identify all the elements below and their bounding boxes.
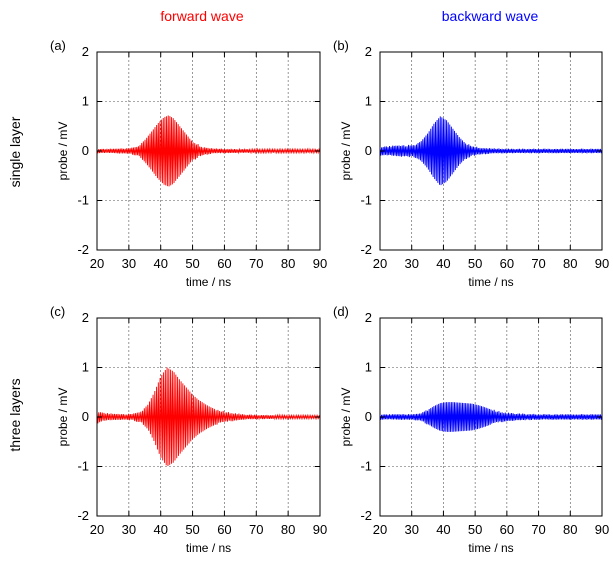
y-tick-label: 2: [365, 44, 372, 59]
y-tick-label: -1: [360, 193, 372, 208]
y-tick-label: 0: [365, 409, 372, 424]
x-tick-label: 50: [468, 522, 482, 537]
y-tick-label: 1: [82, 94, 89, 109]
waveform-line: [96, 367, 320, 466]
y-tick-label: -1: [77, 193, 89, 208]
column-title-forward: forward wave: [160, 8, 243, 24]
x-tick-label: 40: [153, 522, 167, 537]
y-tick-label: 1: [82, 360, 89, 375]
waveform-line: [96, 115, 321, 187]
x-tick-label: 80: [563, 522, 577, 537]
y-axis-label: probe / mV: [56, 388, 70, 447]
x-tick-label: 70: [249, 256, 263, 271]
y-tick-label: -2: [360, 242, 372, 257]
x-tick-label: 90: [595, 522, 609, 537]
y-tick-label: 0: [365, 143, 372, 158]
x-tick-label: 20: [373, 522, 387, 537]
x-tick-label: 80: [563, 256, 577, 271]
panel-a: 20 30 40 50 60 70 80 90 -2 -1 0 1 2 time / ns probe / …: [50, 38, 327, 289]
x-tick-label: 80: [281, 522, 295, 537]
y-tick-label: -1: [77, 459, 89, 474]
y-tick-label: 1: [365, 360, 372, 375]
column-title-backward: backward wave: [442, 8, 539, 24]
x-tick-label: 20: [90, 256, 104, 271]
x-tick-label: 70: [531, 522, 545, 537]
panel-label: (b): [333, 38, 349, 53]
x-tick-label: 80: [281, 256, 295, 271]
panel-c: 20 30 40 50 60 70 80 90 -2 -1 0 1 2 time / ns probe / …: [50, 304, 327, 555]
y-axis-label: probe / mV: [339, 122, 353, 181]
x-axis-label: time / ns: [186, 541, 231, 555]
x-tick-label: 60: [500, 522, 514, 537]
x-tick-label: 70: [249, 522, 263, 537]
x-tick-label: 40: [436, 256, 450, 271]
y-tick-label: -2: [77, 508, 89, 523]
panel-label: (c): [50, 304, 65, 319]
x-axis-label: time / ns: [186, 275, 231, 289]
y-tick-label: -2: [360, 508, 372, 523]
y-tick-label: 2: [82, 310, 89, 325]
y-tick-label: 0: [82, 409, 89, 424]
row-title-single-layer: single layer: [7, 116, 23, 187]
y-tick-label: 0: [82, 143, 89, 158]
x-tick-label: 50: [185, 522, 199, 537]
waveform-line: [379, 116, 603, 186]
x-tick-label: 40: [436, 522, 450, 537]
x-tick-label: 70: [531, 256, 545, 271]
x-tick-label: 50: [185, 256, 199, 271]
x-tick-label: 30: [122, 522, 136, 537]
x-tick-label: 60: [500, 256, 514, 271]
waveform-line: [379, 402, 603, 432]
y-tick-label: -2: [77, 242, 89, 257]
panel-label: (a): [50, 38, 66, 53]
y-tick-label: 1: [365, 94, 372, 109]
y-tick-label: 2: [365, 310, 372, 325]
panel-b: 20 30 40 50 60 70 80 90 -2 -1 0 1 2 time / ns probe / …: [333, 38, 609, 289]
x-axis-label: time / ns: [468, 275, 513, 289]
y-axis-label: probe / mV: [339, 388, 353, 447]
y-tick-label: -1: [360, 459, 372, 474]
y-axis-label: probe / mV: [56, 122, 70, 181]
x-axis-label: time / ns: [468, 541, 513, 555]
x-tick-label: 20: [90, 522, 104, 537]
x-tick-label: 50: [468, 256, 482, 271]
x-tick-label: 30: [122, 256, 136, 271]
x-tick-label: 30: [404, 522, 418, 537]
x-tick-label: 90: [313, 522, 327, 537]
x-tick-label: 40: [153, 256, 167, 271]
x-tick-label: 60: [217, 256, 231, 271]
x-tick-label: 60: [217, 522, 231, 537]
panel-label: (d): [333, 304, 349, 319]
x-tick-label: 90: [313, 256, 327, 271]
y-tick-label: 2: [82, 44, 89, 59]
x-tick-label: 20: [373, 256, 387, 271]
x-tick-label: 30: [404, 256, 418, 271]
x-tick-label: 90: [595, 256, 609, 271]
panel-d: 20 30 40 50 60 70 80 90 -2 -1 0 1 2 time / ns probe / …: [333, 304, 609, 555]
row-title-three-layers: three layers: [7, 378, 23, 451]
